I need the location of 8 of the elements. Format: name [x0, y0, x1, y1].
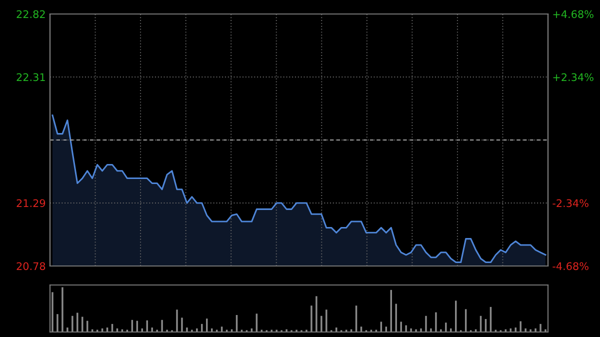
y2-tick-label: +4.68% — [553, 10, 594, 18]
y2-tick-label: +2.34% — [553, 73, 594, 82]
y-tick-label: 22.82 — [16, 10, 45, 18]
y-tick-label: 20.78 — [16, 262, 46, 270]
y2-tick-label: -2.34% — [552, 199, 588, 208]
y-tick-label: 21.29 — [16, 199, 46, 208]
y2-tick-label: -4.68% — [552, 262, 588, 270]
y-tick-label: 22.31 — [16, 73, 45, 82]
